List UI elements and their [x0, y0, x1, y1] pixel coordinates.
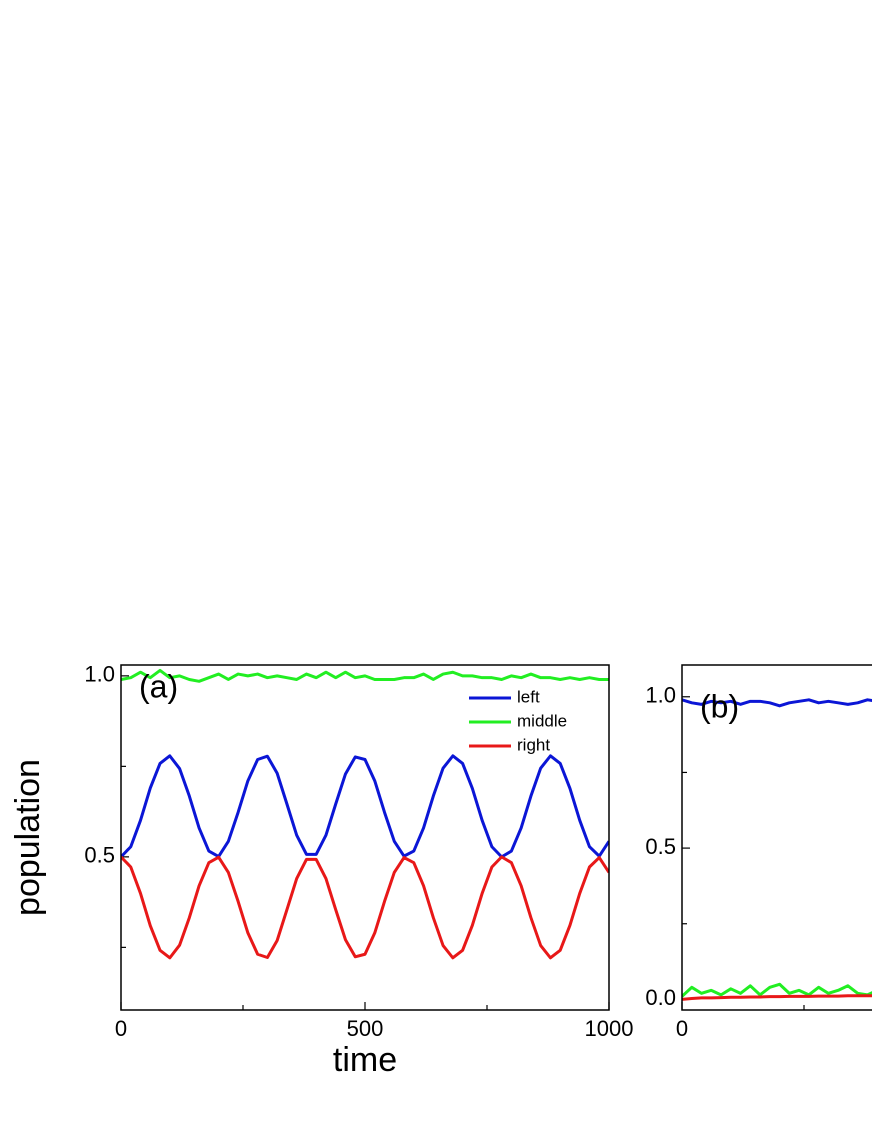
plot-lines [121, 668, 609, 960]
panel-label: (a) [139, 668, 178, 704]
series-line [121, 855, 609, 960]
x-axis-title: time [333, 1041, 397, 1079]
x-tick-label: 500 [347, 1016, 384, 1041]
series-line [682, 994, 872, 1001]
y-tick-label: 1.0 [645, 683, 676, 708]
y-tick-label: 1.0 [84, 662, 115, 687]
y-tick-label: 0.5 [84, 843, 115, 868]
x-tick-label: 1000 [585, 1016, 634, 1041]
y-tick-label: 0.0 [645, 985, 676, 1010]
series-line [121, 668, 609, 683]
series-line [682, 698, 872, 708]
legend-label: left [517, 687, 540, 706]
plot-lines [682, 698, 872, 1001]
panel-label: (b) [700, 688, 739, 724]
plot-frame [681, 664, 872, 1011]
y-axis-title: population [9, 759, 47, 916]
y-tick-label: 0.5 [645, 834, 676, 859]
legend-label: middle [517, 711, 567, 730]
series-line [121, 754, 609, 859]
series-line [682, 982, 872, 998]
x-tick-label: 0 [676, 1016, 688, 1041]
legend-label: right [517, 735, 550, 754]
x-tick-label: 0 [115, 1016, 127, 1041]
plot-frame [120, 664, 610, 1011]
